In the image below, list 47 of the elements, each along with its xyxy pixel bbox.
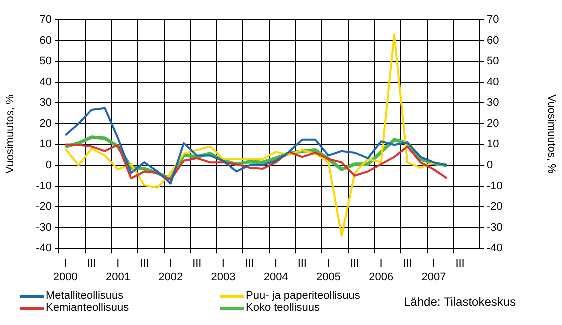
legend-label: Kemianteollisuus bbox=[46, 302, 130, 314]
x-tick-label: III bbox=[140, 258, 150, 270]
y2-tick-label: -10 bbox=[487, 180, 503, 192]
y-tick-label: -20 bbox=[36, 201, 52, 214]
y2-tick-label: 20 bbox=[487, 118, 500, 130]
x-tick-label: III bbox=[456, 258, 465, 270]
x-tick-label: I 2007 bbox=[422, 258, 446, 284]
y-tick-label: 30 bbox=[40, 97, 52, 110]
y2-tick-label: 0 bbox=[487, 160, 494, 172]
x-tick-label: III bbox=[245, 258, 254, 270]
y2-tick-label: 50 bbox=[487, 56, 500, 68]
y2-tick-label: 60 bbox=[487, 34, 500, 47]
x-tick-label: III bbox=[403, 258, 412, 270]
x-tick-label: III bbox=[87, 258, 96, 270]
y2-tick-label: 70 bbox=[487, 14, 500, 26]
x-tick-label: I 2001 bbox=[106, 258, 130, 284]
y2-tick-label: 40 bbox=[487, 76, 500, 88]
y-tick-label: 20 bbox=[40, 118, 52, 130]
y-tick-label: -30 bbox=[36, 222, 52, 234]
y-tick-label: 50 bbox=[40, 56, 52, 68]
y2-tick-label: 10 bbox=[487, 138, 500, 151]
x-tick-label: I 2002 bbox=[158, 258, 184, 284]
y2-tick-label: -20 bbox=[487, 201, 503, 214]
x-tick-label: III bbox=[298, 258, 307, 270]
y-tick-label: 0 bbox=[46, 160, 52, 172]
y2-axis-title: Vuosimuutos, % bbox=[545, 94, 558, 174]
y-tick-label: -40 bbox=[36, 242, 52, 255]
x-tick-label: III bbox=[350, 258, 360, 270]
y-tick-label: 10 bbox=[40, 138, 52, 151]
y2-tick-label: -40 bbox=[487, 242, 503, 255]
legend-label: Puu- ja paperiteollisuus bbox=[246, 290, 360, 302]
x-tick-label: I 2000 bbox=[53, 258, 78, 284]
y2-tick-label: 30 bbox=[487, 97, 500, 110]
y-tick-label: 70 bbox=[40, 14, 52, 26]
legend-label: Koko teollisuus bbox=[246, 302, 320, 314]
y-tick-label: -10 bbox=[36, 180, 52, 192]
x-tick-label: I 2004 bbox=[264, 258, 288, 284]
x-tick-label: I 2005 bbox=[316, 258, 341, 284]
y-tick-label: 40 bbox=[40, 76, 52, 88]
y-tick-label: 60 bbox=[40, 34, 52, 47]
x-tick-label: III bbox=[192, 258, 202, 270]
legend-label: Metalliteollisuus bbox=[46, 290, 124, 302]
x-tick-label: I 2006 bbox=[369, 258, 394, 284]
y2-tick-label: -30 bbox=[487, 222, 503, 234]
x-tick-label: I 2003 bbox=[211, 258, 236, 284]
text: Lähde: Tilastokeskus bbox=[404, 295, 516, 309]
y-axis-title: Vuosimuutos, % bbox=[4, 94, 17, 174]
